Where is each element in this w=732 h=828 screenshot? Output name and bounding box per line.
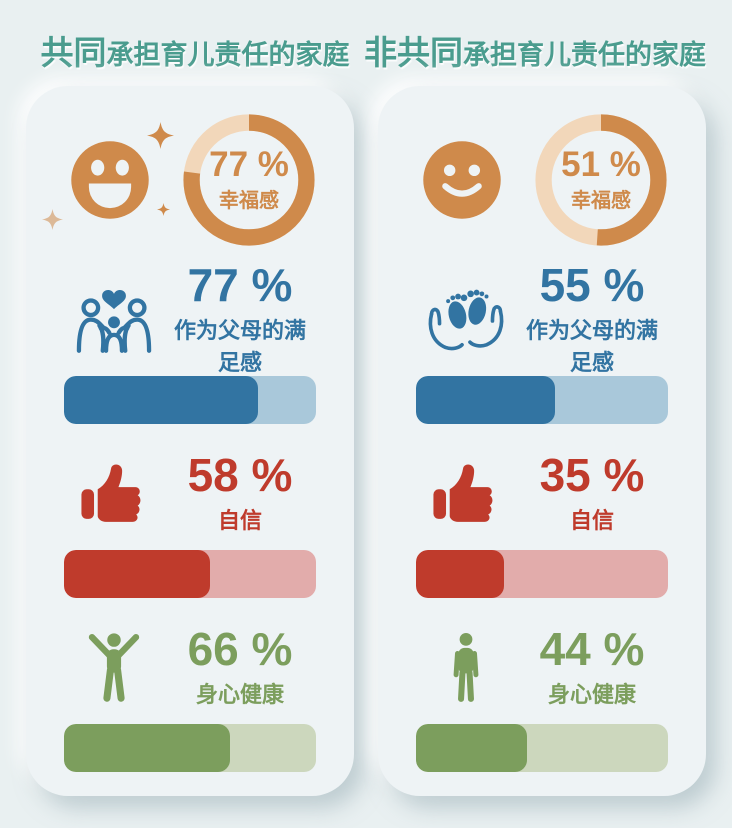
metric-label: 身心健康 bbox=[195, 681, 284, 707]
happiness-section: 51 % 幸福感 bbox=[416, 110, 668, 250]
progress-bar-fill bbox=[416, 550, 505, 598]
metric-confidence: 35 % 自信 bbox=[416, 448, 668, 598]
progress-bar-satisfaction bbox=[416, 376, 668, 424]
donut-chart bbox=[535, 114, 667, 246]
sparkle-icon bbox=[42, 209, 63, 230]
family-embrace-heart-icon bbox=[64, 284, 164, 354]
smiling-face-icon bbox=[416, 134, 508, 226]
person-standing-icon bbox=[416, 631, 516, 703]
smiling-face-icon bbox=[423, 141, 501, 219]
happiness-value: 77 % bbox=[209, 145, 289, 185]
progress-bar-fill bbox=[416, 724, 527, 772]
progress-bar-fill bbox=[64, 550, 211, 598]
happiness-donut: 51 % 幸福感 bbox=[534, 113, 668, 247]
metric-value: 55 % bbox=[539, 258, 645, 311]
happiness-section: 77 % 幸福感 bbox=[42, 110, 316, 250]
happiness-label: 幸福感 bbox=[219, 189, 279, 212]
progress-bar-fill bbox=[64, 724, 231, 772]
metric-satisfaction: 77 % 作为父母的满足感 bbox=[64, 262, 316, 424]
progress-bar-confidence bbox=[64, 550, 316, 598]
metric-value: 58 % bbox=[187, 448, 293, 501]
metric-value: 35 % bbox=[539, 448, 645, 501]
card-shared-parenting: 77 % 幸福感 bbox=[26, 86, 354, 796]
laughing-face-with-sparkles-icon bbox=[42, 122, 174, 230]
happiness-value: 51 % bbox=[561, 145, 641, 185]
person-arms-raised-icon bbox=[64, 631, 164, 703]
metric-wellbeing: 66 % 身心健康 bbox=[64, 622, 316, 772]
progress-bar-wellbeing bbox=[416, 724, 668, 772]
metric-label: 作为父母的满足感 bbox=[525, 317, 658, 375]
title-strong: 共同 bbox=[40, 34, 107, 71]
sparkle-icon bbox=[147, 122, 174, 149]
progress-bar-wellbeing bbox=[64, 724, 316, 772]
laughing-face-icon bbox=[71, 141, 149, 219]
thumbs-up-icon bbox=[64, 456, 164, 530]
progress-bar-satisfaction bbox=[64, 376, 316, 424]
metric-label: 自信 bbox=[217, 507, 262, 533]
metric-label: 作为父母的满足感 bbox=[173, 317, 306, 375]
card-title-non-shared: 非共同承担育儿责任的家庭 bbox=[364, 26, 706, 74]
progress-bar-fill bbox=[416, 376, 555, 424]
happiness-label: 幸福感 bbox=[571, 189, 631, 212]
card-title-shared: 共同承担育儿责任的家庭 bbox=[26, 26, 364, 74]
thumbs-up-icon bbox=[416, 456, 516, 530]
metric-wellbeing: 44 % 身心健康 bbox=[416, 622, 668, 772]
header: 共同承担育儿责任的家庭 非共同承担育儿责任的家庭 bbox=[0, 0, 732, 86]
title-rest: 承担育儿责任的家庭 bbox=[463, 40, 706, 70]
progress-bar-confidence bbox=[416, 550, 668, 598]
metric-label: 身心健康 bbox=[547, 681, 636, 707]
sparkle-icon bbox=[157, 203, 170, 216]
progress-bar-fill bbox=[64, 376, 259, 424]
metric-value: 44 % bbox=[539, 622, 645, 675]
title-strong: 非共同 bbox=[364, 34, 463, 71]
card-non-shared-parenting: 51 % 幸福感 bbox=[378, 86, 706, 796]
donut-chart bbox=[183, 114, 315, 246]
metric-label: 自信 bbox=[569, 507, 614, 533]
cards-row: 77 % 幸福感 bbox=[0, 86, 732, 796]
metric-value: 77 % bbox=[187, 258, 293, 311]
title-rest: 承担育儿责任的家庭 bbox=[106, 40, 350, 70]
metric-satisfaction: 55 % 作为父母的满足感 bbox=[416, 262, 668, 424]
happiness-donut: 77 % 幸福感 bbox=[182, 113, 316, 247]
baby-feet-in-hands-icon bbox=[416, 283, 516, 355]
donut-text: 77 % 幸福感 bbox=[182, 113, 316, 247]
metric-confidence: 58 % 自信 bbox=[64, 448, 316, 598]
metric-value: 66 % bbox=[187, 622, 293, 675]
donut-text: 51 % 幸福感 bbox=[534, 113, 668, 247]
